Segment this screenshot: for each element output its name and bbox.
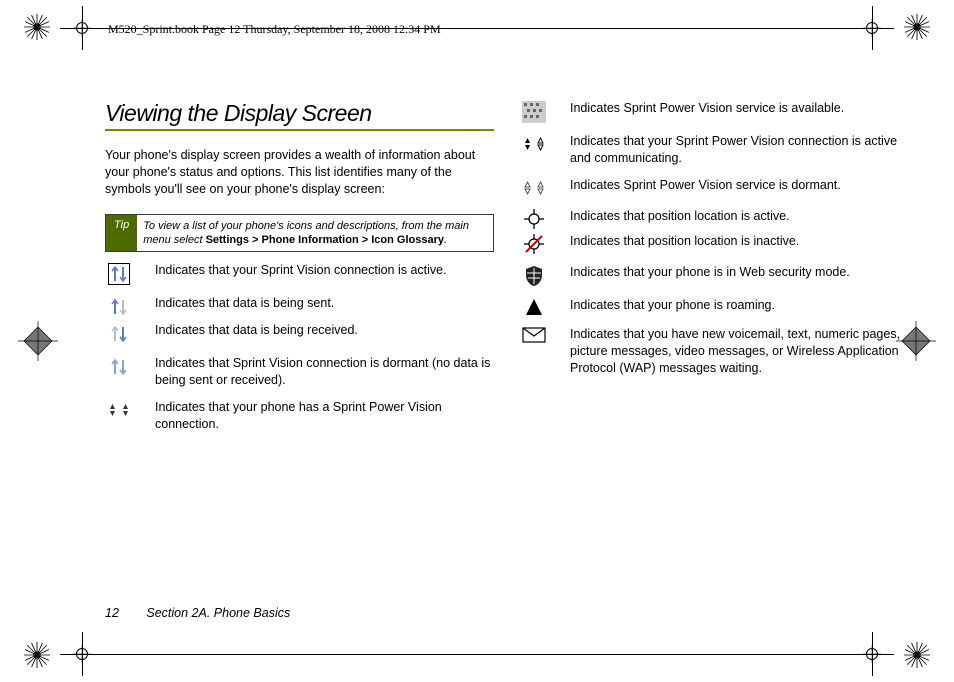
icon-desc: Indicates that your phone is roaming. xyxy=(570,297,909,314)
icon-row: Indicates that data is being received. xyxy=(105,322,494,345)
sunburst-icon xyxy=(904,642,930,668)
icon-row: Indicates that your phone is in Web secu… xyxy=(520,264,909,287)
icon-desc: Indicates that your phone has a Sprint P… xyxy=(155,399,494,433)
icon-row: Indicates that you have new voicemail, t… xyxy=(520,326,909,377)
section-name: Section 2A. Phone Basics xyxy=(146,606,290,620)
left-column: Viewing the Display Screen Your phone's … xyxy=(105,100,494,602)
data-received-icon xyxy=(105,322,133,345)
icon-desc: Indicates that your Sprint Power Vision … xyxy=(570,133,909,167)
data-sent-icon xyxy=(105,295,133,318)
vision-active-icon xyxy=(105,262,133,285)
icon-desc: Indicates Sprint Power Vision service is… xyxy=(570,100,909,117)
page-number: 12 xyxy=(105,606,119,620)
icon-desc: Indicates that Sprint Vision connection … xyxy=(155,355,494,389)
tip-text: . xyxy=(444,234,447,246)
section-title: Viewing the Display Screen xyxy=(105,100,494,127)
icon-row: Indicates that Sprint Vision connection … xyxy=(105,355,494,389)
icon-desc: Indicates Sprint Power Vision service is… xyxy=(570,177,909,194)
icon-desc: Indicates that position location is acti… xyxy=(570,208,909,225)
location-inactive-icon xyxy=(520,233,548,254)
registration-target-icon xyxy=(76,22,88,34)
icon-row: Indicates that position location is inac… xyxy=(520,233,909,254)
tip-box: Tip To view a list of your phone's icons… xyxy=(105,214,494,253)
page-footer: 12 Section 2A. Phone Basics xyxy=(105,606,290,620)
icon-desc: Indicates that data is being received. xyxy=(155,322,494,339)
tip-bold: Phone Information xyxy=(262,234,359,246)
page-header: M520_Sprint.book Page 12 Thursday, Septe… xyxy=(108,22,441,37)
sunburst-icon xyxy=(24,642,50,668)
title-rule xyxy=(105,129,494,131)
tip-label: Tip xyxy=(106,215,137,252)
icon-desc: Indicates that data is being sent. xyxy=(155,295,494,312)
page-content: Viewing the Display Screen Your phone's … xyxy=(105,100,909,602)
tip-bold: Settings xyxy=(206,234,249,246)
tip-body: To view a list of your phone's icons and… xyxy=(137,215,493,252)
crop-line-bottom xyxy=(60,654,894,655)
vision-dormant-icon xyxy=(105,355,133,378)
icon-desc: Indicates that position location is inac… xyxy=(570,233,909,250)
sunburst-icon xyxy=(24,14,50,40)
web-security-icon xyxy=(520,264,548,287)
right-column: Indicates Sprint Power Vision service is… xyxy=(520,100,909,602)
registration-target-icon xyxy=(866,648,878,660)
tip-sep: > xyxy=(359,234,372,246)
tip-sep: > xyxy=(249,234,262,246)
registration-target-icon xyxy=(76,648,88,660)
registration-target-icon xyxy=(866,22,878,34)
power-vision-active-icon xyxy=(520,133,548,154)
icon-row: Indicates that your Sprint Vision connec… xyxy=(105,262,494,285)
side-registration-icon xyxy=(18,321,58,361)
power-vision-available-icon xyxy=(520,100,548,123)
icon-row: Indicates that your phone is roaming. xyxy=(520,297,909,316)
sunburst-icon xyxy=(904,14,930,40)
new-message-icon xyxy=(520,326,548,343)
icon-row: Indicates Sprint Power Vision service is… xyxy=(520,100,909,123)
icon-row: Indicates that position location is acti… xyxy=(520,208,909,229)
power-vision-icon xyxy=(105,399,133,420)
icon-desc: Indicates that your phone is in Web secu… xyxy=(570,264,909,281)
power-vision-dormant-icon xyxy=(520,177,548,198)
roaming-icon xyxy=(520,297,548,316)
icon-desc: Indicates that your Sprint Vision connec… xyxy=(155,262,494,279)
icon-row: Indicates that data is being sent. xyxy=(105,295,494,318)
location-active-icon xyxy=(520,208,548,229)
tip-bold: Icon Glossary xyxy=(371,234,444,246)
icon-row: Indicates that your phone has a Sprint P… xyxy=(105,399,494,433)
intro-text: Your phone's display screen provides a w… xyxy=(105,147,494,198)
icon-row: Indicates Sprint Power Vision service is… xyxy=(520,177,909,198)
icon-desc: Indicates that you have new voicemail, t… xyxy=(570,326,909,377)
icon-row: Indicates that your Sprint Power Vision … xyxy=(520,133,909,167)
